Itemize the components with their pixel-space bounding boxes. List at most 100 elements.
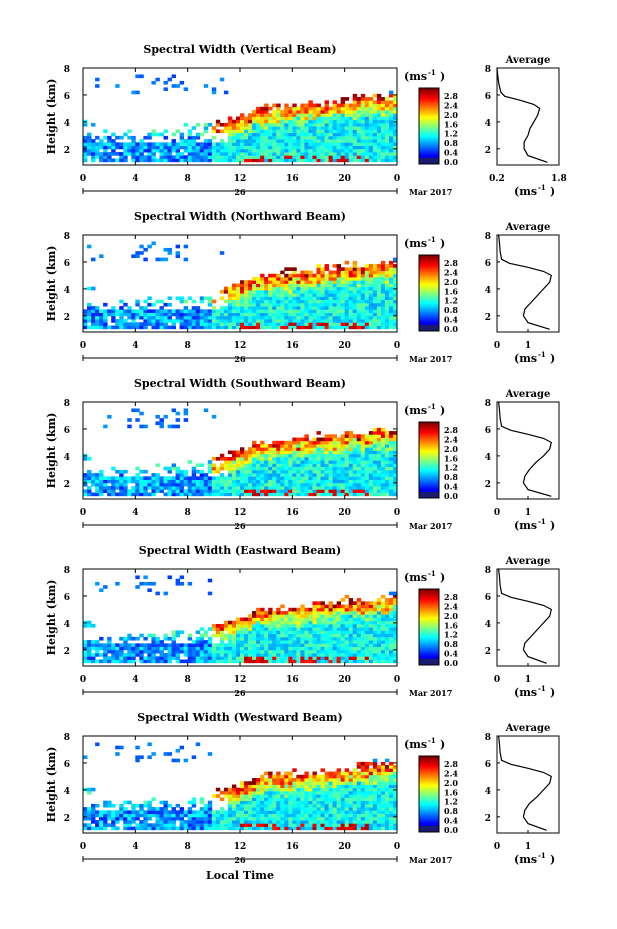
heatmap-cell [183,306,189,310]
heatmap-cell [103,135,108,140]
heatmap-cell [356,466,362,471]
heatmap-cell [256,453,261,458]
heatmap-cell [139,315,144,320]
heatmap-cell [191,315,197,320]
heatmap-cell [384,116,390,121]
heatmap-cell [340,267,346,271]
heatmap-cell [364,267,370,271]
heatmap-cell [340,479,346,484]
heatmap-cell [344,299,350,304]
heatmap-cell [139,803,144,808]
heatmap-cell [123,646,128,651]
heatmap-cell [99,152,104,156]
colorbar-segment [419,266,439,269]
heatmap-cell [268,653,273,657]
heatmap-cell [300,132,305,137]
heatmap-cell [280,315,285,320]
heatmap-cell [372,611,378,615]
heatmap-cell [284,132,289,137]
chart-title: Spectral Width (Westward Beam) [137,711,342,724]
colorbar-segment [419,657,439,660]
heatmap-cell [175,152,181,156]
heatmap-cell [211,299,217,304]
heatmap-cell [356,296,362,301]
heatmap-cell [227,325,233,330]
heatmap-cell [260,440,265,445]
heatmap-cell [276,473,281,477]
heatmap-cell [380,486,386,490]
heatmap-cell [364,296,370,301]
heatmap-cell [223,325,229,330]
colorbar-tick-label: 1.6 [444,119,458,129]
heatmap-cell [256,116,261,121]
heatmap-cell [364,113,370,117]
heatmap-cell [179,659,185,664]
heatmap-cell [127,424,132,429]
heatmap-cell [304,659,309,664]
heatmap-cell [364,649,370,654]
heatmap-cell [223,463,229,468]
heatmap-cell [324,482,329,487]
heatmap-cell [372,267,378,271]
heatmap-cell [244,312,249,317]
heatmap-cell [272,296,277,301]
colorbar-unit-exp: -1 [428,68,436,77]
heatmap-cell [320,277,325,281]
heatmap-cell [167,489,172,493]
heatmap-cell [252,473,257,477]
date-day-label: 26 [234,521,246,531]
heatmap-cell [324,273,329,278]
heatmap-cell [284,139,289,143]
colorbar-segment [419,625,439,628]
heatmap-cell [199,315,205,320]
heatmap-cell [336,312,342,317]
heatmap-cell [316,148,321,153]
heatmap-cell [380,643,386,647]
heatmap-cell [372,659,378,664]
heatmap-cell [207,643,213,647]
heatmap-cells [83,742,398,831]
heatmap-cell [191,142,197,146]
heatmap-cell [227,135,233,140]
heatmap-cell [195,742,201,747]
heatmap-cell [388,492,394,497]
heatmap-cell [95,145,100,150]
heatmap-cell [87,807,92,811]
heatmap-cell [207,627,213,631]
heatmap-cell [320,649,325,654]
heatmap-cell [231,315,237,320]
heatmap-cell [215,649,221,654]
heatmap-cell [372,476,378,480]
heatmap-cell [372,158,378,163]
heatmap-cell [356,277,362,281]
heatmap-cell [235,469,241,474]
heatmap-cell [215,315,221,320]
heatmap-cell [135,142,140,146]
heatmap-cell [147,810,152,814]
heatmap-cell [223,482,229,487]
heatmap-cell [344,315,350,320]
heatmap-cell [368,453,374,458]
heatmap-cell [352,289,358,294]
heatmap-cell [244,126,249,130]
heatmap-cell [103,142,108,146]
heatmap-cell [376,627,382,631]
x-tick-label: 8 [185,341,191,351]
heatmap-cell [308,309,313,313]
heatmap-cell [268,614,273,618]
heatmap-cell [380,636,386,641]
heatmap-cell [240,319,245,323]
heatmap-cells [83,575,398,664]
heatmap-cell [344,325,350,330]
heatmap-cell [191,145,197,150]
heatmap-cell [107,479,112,484]
heatmap-cell [368,646,374,651]
heatmap-cell [344,145,350,150]
heatmap-cell [320,482,325,487]
heatmap-cell [207,591,213,596]
heatmap-cell [199,659,205,664]
heatmap-cell [211,315,217,320]
colorbar-segment [419,619,439,622]
heatmap-cell [151,473,156,477]
heatmap-cell [260,293,265,297]
